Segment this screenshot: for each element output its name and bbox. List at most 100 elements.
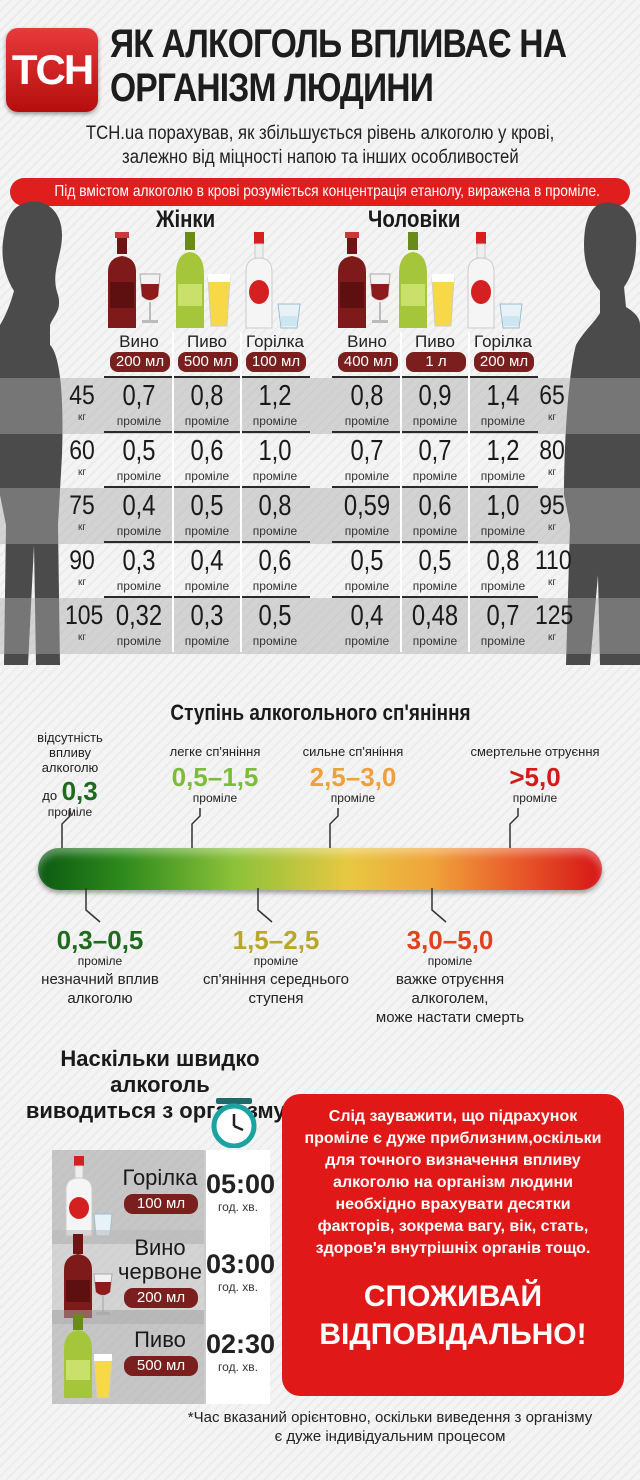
promile-value: 0,5 <box>418 545 452 577</box>
women-cell: 0,8 проміле <box>174 378 240 434</box>
elim-row-beer: Пиво 500 мл 02:30 год. хв. <box>52 1310 275 1404</box>
drink-name: Горілка <box>122 1165 198 1190</box>
drink-volume: 100 мл <box>124 1194 198 1214</box>
promile-unit: проміле <box>184 414 230 428</box>
women-title: Жінки <box>156 206 216 233</box>
level-unit: проміле <box>77 954 123 968</box>
promile-value: 1,2 <box>258 380 292 412</box>
row-band <box>0 488 640 544</box>
beer-glass-icon <box>207 274 231 327</box>
weight-value: 65 <box>539 380 565 410</box>
men-cell: 0,7 проміле <box>334 433 400 489</box>
level-none: відсутність впливу алкоголю до 0,3 промі… <box>20 730 120 819</box>
level-label: сильне сп'яніння <box>302 744 404 759</box>
logo-text: ТСН <box>11 46 94 93</box>
promile-unit: проміле <box>252 414 298 428</box>
promile-value: 1,0 <box>486 490 520 522</box>
men-cell: 0,7 проміле <box>402 433 468 489</box>
men-title: Чоловіки <box>368 206 461 233</box>
promile-unit: проміле <box>116 634 162 648</box>
promile-value: 0,5 <box>350 545 384 577</box>
scale-title-text: Ступінь алкогольного сп'яніння <box>169 700 471 725</box>
promile-unit: проміле <box>116 579 162 593</box>
level-value: 0,3 <box>61 776 98 806</box>
call-line-1: СПОЖИВАЙ <box>363 1280 543 1313</box>
level-value: 3,0–5,0 <box>406 925 494 955</box>
level-label: відсутність впливу алкоголю <box>37 730 103 775</box>
women-cell: 0,5 проміле <box>242 598 308 654</box>
promile-unit: проміле <box>344 524 390 538</box>
men-cell: 0,48 проміле <box>402 598 468 654</box>
title-line-1: ЯК АЛКОГОЛЬ ВПЛИВАЄ НА <box>110 22 567 66</box>
wine-bottle-icon <box>338 232 366 328</box>
women-drinks-illustration <box>108 232 301 329</box>
men-weight: 125 кг <box>532 598 573 654</box>
promile-value: 0,5 <box>122 435 156 467</box>
women-cell: 0,3 проміле <box>174 598 240 654</box>
women-cell: 0,6 проміле <box>174 433 240 489</box>
promile-value: 1,0 <box>258 435 292 467</box>
men-weight: 110 кг <box>532 543 572 599</box>
promile-value: 0,4 <box>190 545 224 577</box>
promile-value: 0,5 <box>258 600 292 632</box>
level-label: може настати смерть <box>375 1009 525 1026</box>
level-severe: 3,0–5,0 проміле важке отруєння алкоголем… <box>360 926 540 1027</box>
drink-name: Пиво <box>414 332 455 351</box>
men-cell: 0,59 проміле <box>334 488 400 544</box>
level-unit: проміле <box>192 791 238 805</box>
weight-unit: кг <box>77 467 87 478</box>
level-unit: проміле <box>253 954 299 968</box>
weight-unit: кг <box>547 522 557 533</box>
promile-unit: проміле <box>184 469 230 483</box>
call-line-2: ВІДПОВІДАЛЬНО! <box>319 1318 587 1351</box>
promile-unit: проміле <box>412 469 458 483</box>
women-cell: 0,3 проміле <box>106 543 172 599</box>
vodka-bottle-icon <box>245 232 273 329</box>
promile-unit: проміле <box>412 524 458 538</box>
beer-bottle-icon <box>399 232 427 328</box>
drink-name: Горілка <box>474 332 532 351</box>
weight-value: 105 <box>65 600 104 630</box>
promile-value: 0,4 <box>350 600 384 632</box>
row-divider <box>332 376 538 378</box>
drink-volume: 400 мл <box>338 352 398 372</box>
women-weight: 75 кг <box>62 488 102 544</box>
promile-unit: проміле <box>344 469 390 483</box>
drink-name: Пиво <box>186 332 227 351</box>
time-unit: год. хв. <box>218 1200 258 1214</box>
tsn-logo: ТСН <box>6 28 98 112</box>
men-cell: 0,5 проміле <box>402 543 468 599</box>
men-cell: 0,9 проміле <box>402 378 468 434</box>
women-cell: 0,6 проміле <box>242 543 308 599</box>
promile-value: 0,7 <box>486 600 520 632</box>
promile-unit: проміле <box>116 414 162 428</box>
women-cell: 0,8 проміле <box>242 488 308 544</box>
scale-title: Ступінь алкогольного сп'яніння <box>0 700 640 726</box>
men-cell: 0,4 проміле <box>334 598 400 654</box>
drink-volume: 200 мл <box>124 1288 198 1308</box>
intoxication-gradient-bar <box>38 848 602 890</box>
promile-unit: проміле <box>480 469 526 483</box>
col-divider <box>400 332 402 652</box>
level-prefix: до <box>42 788 58 803</box>
men-cell: 1,0 проміле <box>470 488 536 544</box>
promile-unit: проміле <box>412 634 458 648</box>
row-divider <box>332 596 538 598</box>
promile-unit: проміле <box>480 634 526 648</box>
level-label: важке отруєння алкоголем, <box>395 971 505 1007</box>
men-drinks-illustration <box>338 232 523 329</box>
women-weight: 60 кг <box>62 433 102 489</box>
row-divider <box>104 596 310 598</box>
weight-unit: кг <box>77 632 87 643</box>
men-cell: 1,4 проміле <box>470 378 536 434</box>
beer-bottle-icon <box>64 1314 113 1399</box>
row-divider <box>332 486 538 488</box>
promile-unit: проміле <box>480 524 526 538</box>
promile-unit: проміле <box>252 579 298 593</box>
warning-call: СПОЖИВАЙ ВІДПОВІДАЛЬНО! <box>282 1278 624 1354</box>
men-cell: 0,6 проміле <box>402 488 468 544</box>
row-divider <box>332 541 538 543</box>
promile-value: 0,6 <box>258 545 292 577</box>
level-label: легке сп'яніння <box>169 744 261 759</box>
footnote-line-1: *Час вказаний орієнтовно, оскільки вивед… <box>187 1409 593 1426</box>
